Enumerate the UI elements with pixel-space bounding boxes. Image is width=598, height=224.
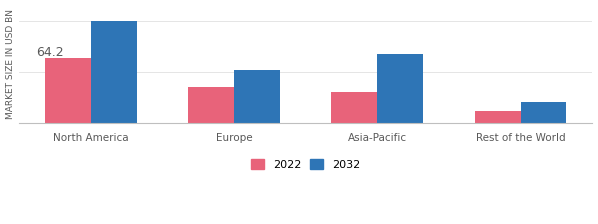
- Bar: [91, 21, 136, 123]
- Bar: [475, 111, 520, 123]
- Legend: 2022, 2032: 2022, 2032: [246, 155, 365, 174]
- Text: 64.2: 64.2: [36, 45, 63, 58]
- Bar: [520, 102, 566, 123]
- Y-axis label: MARKET SIZE IN USD BN: MARKET SIZE IN USD BN: [5, 9, 14, 119]
- Bar: [331, 92, 377, 123]
- Bar: [45, 58, 91, 123]
- Bar: [377, 54, 423, 123]
- Bar: [234, 70, 280, 123]
- Bar: [188, 87, 234, 123]
